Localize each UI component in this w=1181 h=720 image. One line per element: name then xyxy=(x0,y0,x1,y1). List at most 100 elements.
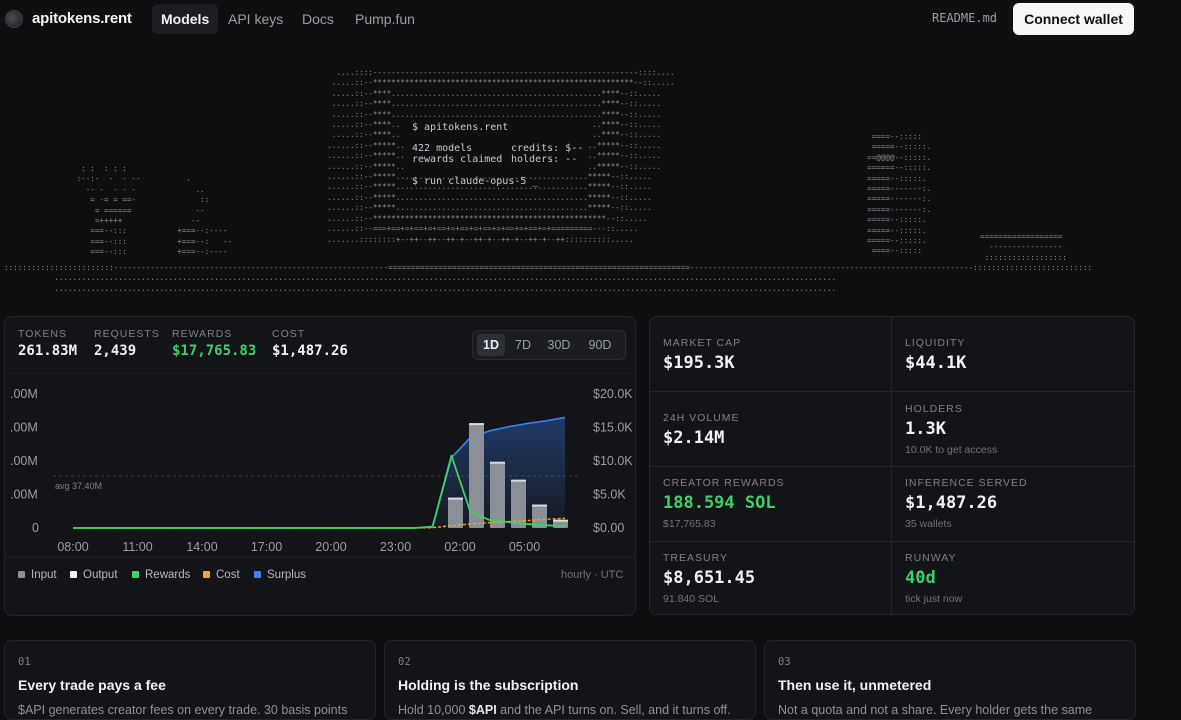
x-tick-label: 14:00 xyxy=(186,540,217,554)
rewards-label: REWARDS xyxy=(172,328,233,340)
holders-value: 1.3K xyxy=(905,419,946,439)
nav-api-keys[interactable]: API keys xyxy=(228,11,284,27)
legend-cost-label: Cost xyxy=(216,569,240,581)
output-bar-cap xyxy=(448,497,463,500)
step-card-3: 03 Then use it, unmetered Not a quota an… xyxy=(764,640,1136,720)
legend-cost[interactable]: Cost xyxy=(203,569,240,581)
creator-rewards-value: 188.594 SOL xyxy=(663,493,776,513)
market-cap-label: MARKET CAP xyxy=(663,337,742,349)
holders-sub: 10.0K to get access xyxy=(905,444,998,456)
y-right-tick-label: $10.0K xyxy=(593,454,633,468)
range-90d[interactable]: 90D xyxy=(588,338,612,352)
inference-label: INFERENCE SERVED xyxy=(905,477,1028,489)
step-body: Not a quota and not a share. Every holde… xyxy=(778,703,1093,717)
legend-output-swatch xyxy=(70,571,77,578)
legend-output[interactable]: Output xyxy=(70,569,118,581)
input-bar xyxy=(511,479,526,528)
treasury-label: TREASURY xyxy=(663,552,728,564)
legend-input-label: Input xyxy=(31,569,57,581)
treasury-value: $8,651.45 xyxy=(663,568,756,588)
top-nav: apitokens.rent Models API keys Docs Pump… xyxy=(0,0,1181,38)
surplus-fill xyxy=(73,417,565,528)
brand-name[interactable]: apitokens.rent xyxy=(32,10,132,27)
y-right-tick-label: $0.00 xyxy=(593,521,624,535)
step-body-post: and the API turns on. Sell, and it turns… xyxy=(496,703,731,717)
ascii-left-ruins: : : : : : :--:- - - -- . -- - - - - .. =… xyxy=(76,164,233,257)
nav-docs[interactable]: Docs xyxy=(302,11,334,27)
x-tick-label: 11:00 xyxy=(122,540,152,554)
range-7d[interactable]: 7D xyxy=(515,338,531,352)
series-lines xyxy=(73,454,566,529)
step-body: Hold 10,000 $API and the API turns on. S… xyxy=(398,703,731,717)
usage-chart-card: TOKENS 261.83M REQUESTS 2,439 REWARDS $1… xyxy=(4,316,636,616)
volume-value: $2.14M xyxy=(663,428,725,448)
legend-surplus[interactable]: Surplus xyxy=(254,569,306,581)
ascii-art-scene: ....::::--------------------------------… xyxy=(0,64,1181,304)
legend-input[interactable]: Input xyxy=(18,569,57,581)
terminal-prompt: $ apitokens.rent xyxy=(412,122,509,133)
ascii-right-bench: ================== ---------------- ::::… xyxy=(980,232,1067,262)
step-body-pre: Hold 10,000 xyxy=(398,703,469,717)
legend-input-swatch xyxy=(18,571,25,578)
runway-value: 40d xyxy=(905,568,936,588)
y-left-tick-label: .00M xyxy=(10,488,38,502)
x-tick-label: 17:00 xyxy=(251,540,282,554)
step-body: $API generates creator fees on every tra… xyxy=(18,703,348,717)
step-number: 02 xyxy=(398,656,411,668)
ascii-building: ....::::--------------------------------… xyxy=(327,68,675,244)
x-axis: 08:00 11:00 14:00 17:00 20:00 23:00 02:00 05:00 xyxy=(57,540,540,554)
x-tick-label: 23:00 xyxy=(380,540,411,554)
step-title: Every trade pays a fee xyxy=(18,677,166,693)
step-title: Then use it, unmetered xyxy=(778,677,932,693)
runway-sub: tick just now xyxy=(905,593,963,605)
inference-value: $1,487.26 xyxy=(905,493,998,513)
token-metrics-card: MARKET CAP $195.3K LIQUIDITY $44.1K 24H … xyxy=(649,316,1135,615)
step-card-1: 01 Every trade pays a fee $API generates… xyxy=(4,640,376,720)
legend-surplus-swatch xyxy=(254,571,261,578)
step-number: 01 xyxy=(18,656,31,668)
holders-label: HOLDERS xyxy=(905,403,963,415)
output-bar-cap xyxy=(553,519,568,522)
inference-sub: 35 wallets xyxy=(905,518,952,530)
input-bar xyxy=(448,497,463,528)
nav-models[interactable]: Models xyxy=(152,4,219,34)
input-bar xyxy=(490,461,505,528)
nav-pumpfun[interactable]: Pump.fun xyxy=(355,11,415,27)
terminal-holders: holders: -- xyxy=(511,154,578,165)
liquidity-label: LIQUIDITY xyxy=(905,337,966,349)
creator-rewards-label: CREATOR REWARDS xyxy=(663,477,785,489)
rewards-value: $17,765.83 xyxy=(172,343,257,359)
hourly-note: hourly · UTC xyxy=(561,569,624,581)
step-body-ticker: $API xyxy=(468,703,497,717)
cost-label: COST xyxy=(272,328,306,340)
output-bar-cap xyxy=(532,504,547,507)
legend-rewards-label: Rewards xyxy=(145,569,191,581)
legend-surplus-label: Surplus xyxy=(267,569,306,581)
y-left-axis: .00M .00M .00M .00M 0 xyxy=(10,387,39,535)
y-left-tick-label: .00M xyxy=(10,387,38,401)
readme-link[interactable]: README.md xyxy=(932,11,998,25)
terminal-run: $ run claude-opus-5 _ xyxy=(412,176,539,187)
legend-rewards[interactable]: Rewards xyxy=(132,569,190,581)
grid-divider-2 xyxy=(650,466,1134,467)
legend-output-label: Output xyxy=(83,569,118,581)
connect-wallet-button[interactable]: Connect wallet xyxy=(1013,3,1134,35)
volume-label: 24H VOLUME xyxy=(663,412,740,424)
range-selector: 1D 7D 30D 90D xyxy=(472,330,626,360)
tokens-value: 261.83M xyxy=(18,343,78,359)
x-tick-label: 08:00 xyxy=(57,540,88,554)
input-bar xyxy=(532,504,547,528)
tokens-label: TOKENS xyxy=(18,328,67,340)
y-right-tick-label: $15.0K xyxy=(593,421,633,435)
grid-vertical-divider xyxy=(891,317,892,614)
range-30d[interactable]: 30D xyxy=(547,338,571,352)
y-right-axis: $20.0K $15.0K $10.0K $5.0K $0.00 xyxy=(593,387,633,535)
logo-icon[interactable] xyxy=(5,10,23,28)
market-cap-value: $195.3K xyxy=(663,353,735,373)
treasury-sub: 91.840 SOL xyxy=(663,593,720,605)
terminal-credits: credits: $-- xyxy=(511,143,584,154)
range-1d[interactable]: 1D xyxy=(477,334,505,356)
input-bars xyxy=(448,423,568,528)
y-right-tick-label: $20.0K xyxy=(593,387,633,401)
y-left-tick-label: .00M xyxy=(10,421,38,435)
